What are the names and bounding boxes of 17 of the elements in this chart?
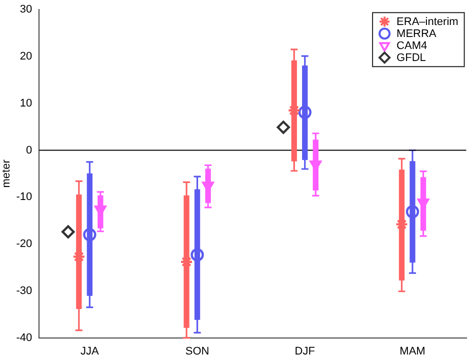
legend-label: ERA–interim xyxy=(396,16,458,28)
y-tick-label: -20 xyxy=(16,238,32,250)
x-tick-label: SON xyxy=(185,345,210,358)
y-tick-label: -40 xyxy=(16,332,32,344)
y-axis-title: meter xyxy=(0,159,13,188)
x-tick-label: MAM xyxy=(400,345,426,358)
legend-label: GFDL xyxy=(396,52,426,64)
y-tick-label: 10 xyxy=(20,97,32,110)
x-tick-label: DJF xyxy=(294,345,316,358)
x-tick-label: JJA xyxy=(80,345,100,358)
y-tick-label: -30 xyxy=(16,284,32,297)
y-tick-label: -10 xyxy=(16,191,32,204)
legend-label: CAM4 xyxy=(396,40,428,52)
y-tick-label: 0 xyxy=(26,144,32,156)
y-tick-label: 30 xyxy=(20,4,32,16)
y-tick-label: 20 xyxy=(20,50,32,63)
legend-label: MERRA xyxy=(396,28,437,40)
